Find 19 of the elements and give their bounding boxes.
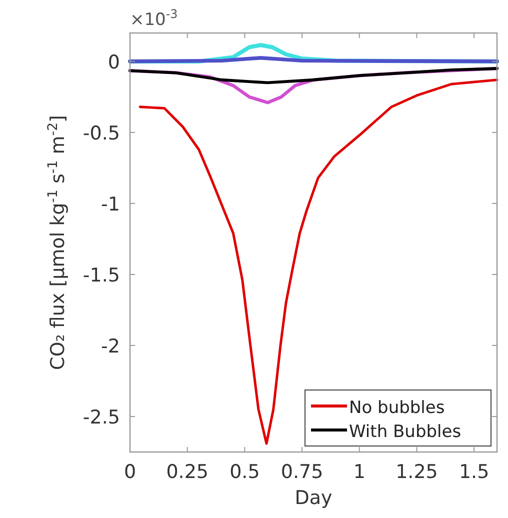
x-tick-label: 0 [124,461,136,483]
text: ×10$^{-3}$ [130,7,178,30]
y-tick-label: -2.5 [82,406,120,428]
x-axis-title: Day [294,487,332,509]
line-series [138,78,498,445]
x-tick-label: 0.5 [230,461,260,483]
y-tick-label: -1.5 [82,264,120,286]
y-tick-label: -2 [101,335,120,358]
legend-label: With Bubbles [349,422,462,442]
y-tick-label: 0 [108,51,120,74]
x-tick-label: 0.25 [166,461,208,483]
x-tick-label: 1.25 [396,461,438,483]
x-tick-label: 1.5 [458,461,490,483]
line-series [128,67,498,84]
x-tick-label: 0.75 [280,461,324,483]
y-tick-label: -0.5 [82,122,120,144]
legend-label: No bubbles [349,398,445,418]
x-tick-label: 1 [353,461,366,483]
y-tick-label: -1 [101,193,120,216]
